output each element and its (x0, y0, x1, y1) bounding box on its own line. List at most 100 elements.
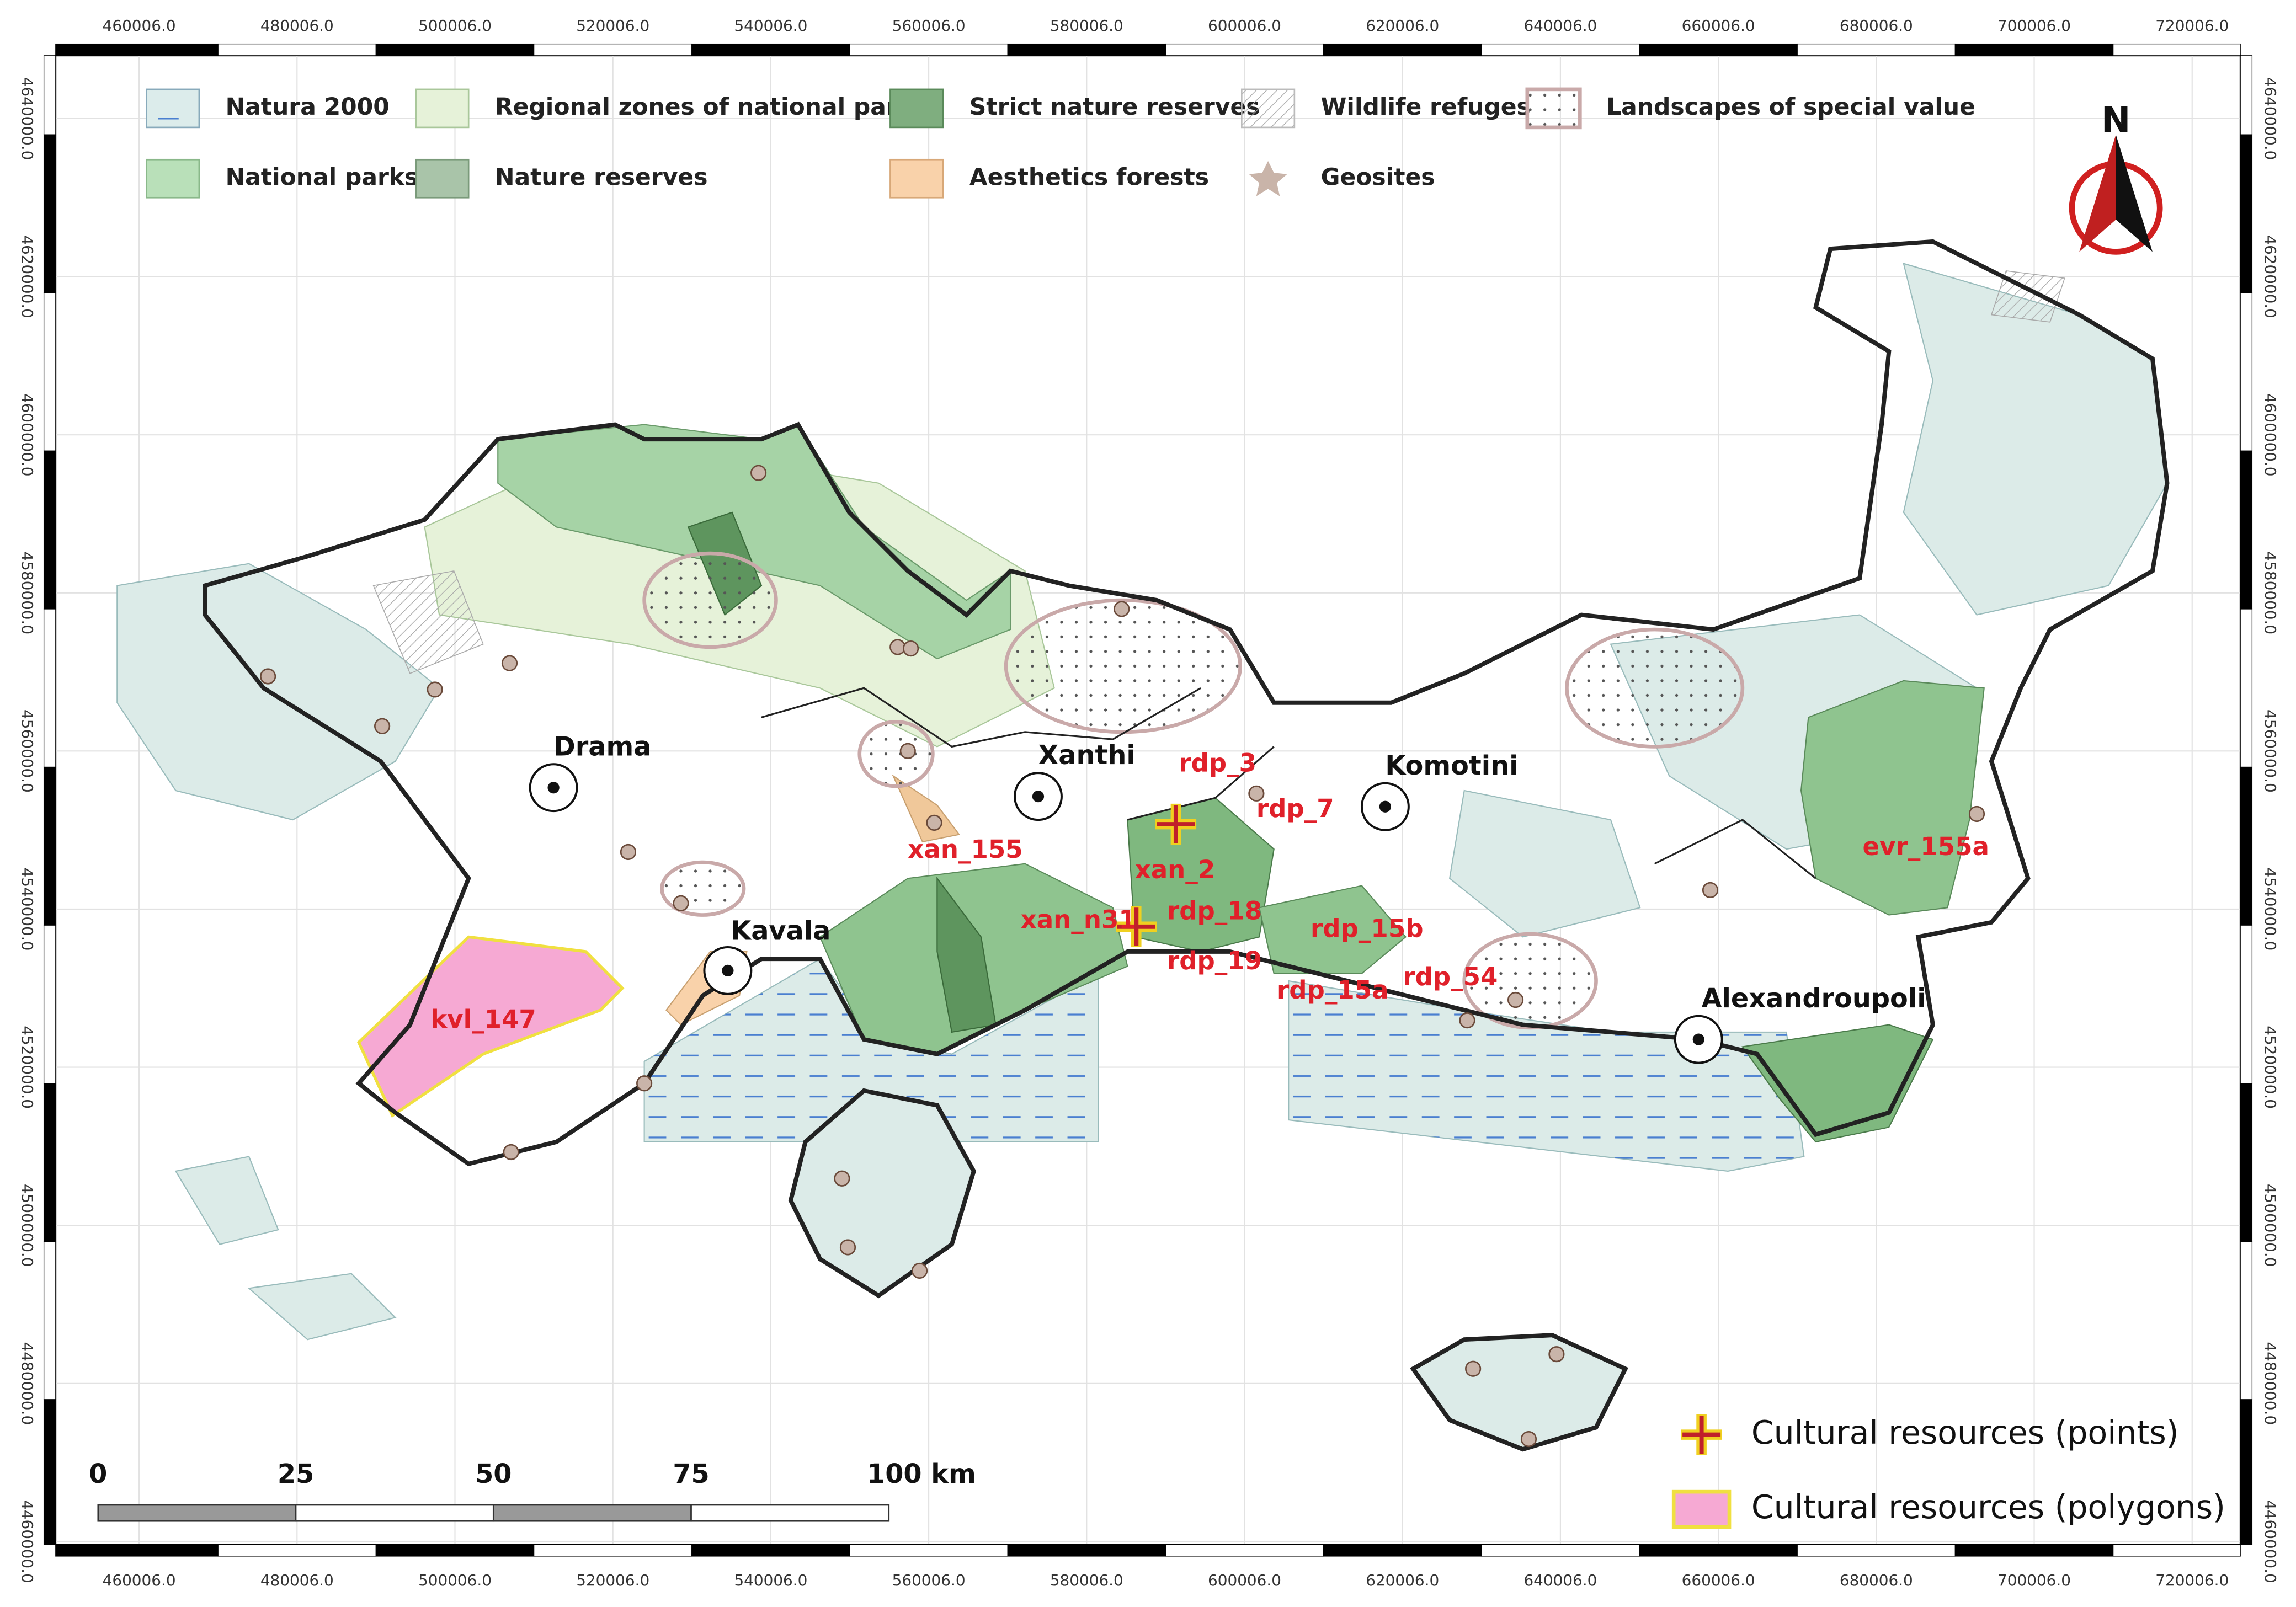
geosite (503, 1144, 519, 1161)
y-tick-label: 4580000.0 (18, 551, 36, 634)
x-tick-label: 720006.0 (2155, 17, 2229, 35)
city-label: Drama (553, 732, 651, 762)
landscape-special (642, 551, 778, 649)
legend-label: Nature reserves (495, 164, 708, 191)
frame-bar (1797, 1544, 1956, 1557)
geosite (427, 681, 443, 698)
frame-bar (43, 925, 56, 1084)
y-tick-label: 4560000.0 (2261, 709, 2279, 793)
landscape-special (857, 719, 935, 788)
legend-label: Regional zones of national parks (495, 94, 927, 121)
x-tick-label: 520006.0 (576, 17, 649, 35)
city-marker (722, 964, 734, 977)
frame-bar (43, 1083, 56, 1242)
wildlife-refuge (1990, 270, 2065, 323)
geosite (1702, 882, 1719, 899)
x-tick-label: 580006.0 (1050, 17, 1123, 35)
site-label: rdp_18 (1167, 896, 1262, 926)
north-arrow (2116, 135, 2153, 252)
national-park (1800, 680, 1985, 916)
x-tick-label: 620006.0 (1366, 17, 1439, 35)
frame-bar (55, 1544, 219, 1557)
city-marker (1692, 1033, 1704, 1045)
geosite (926, 814, 942, 831)
geosite (1465, 1360, 1482, 1377)
legend-swatch (415, 88, 470, 129)
x-tick-label: 640006.0 (1523, 1571, 1597, 1589)
x-tick-label: 700006.0 (1997, 17, 2071, 35)
north-arrow (2079, 135, 2116, 252)
north-label: N (2101, 100, 2130, 141)
frame-bar (2240, 1399, 2253, 1545)
geosite (673, 895, 689, 911)
y-tick-label: 4460000.0 (2261, 1500, 2279, 1583)
city-marker (547, 782, 560, 794)
x-tick-label: 480006.0 (260, 1571, 334, 1589)
legend-label: Natura 2000 (226, 94, 390, 121)
site-label: rdp_19 (1167, 946, 1262, 975)
scale-label: 75 (673, 1459, 709, 1489)
geosite (1459, 1012, 1475, 1029)
x-tick-label: 680006.0 (1840, 1571, 1913, 1589)
legend-swatch (1241, 88, 1296, 129)
frame-bar (1165, 43, 1324, 56)
site-label: evr_155a (1863, 832, 1989, 861)
geosite (1248, 785, 1265, 802)
legend-label: Wildlife refuges (1321, 94, 1531, 121)
legend-label: Geosites (1321, 164, 1435, 191)
frame-bar (43, 292, 56, 452)
cultural-point (1682, 1416, 1721, 1454)
y-tick-label: 4500000.0 (2261, 1184, 2279, 1267)
geosite (620, 843, 637, 861)
frame-bar (1481, 43, 1640, 56)
frame-bar (43, 1241, 56, 1400)
frame-bar (1954, 1544, 2114, 1557)
geosite (903, 640, 919, 657)
frame-bar (2240, 55, 2253, 135)
x-tick-label: 620006.0 (1366, 1571, 1439, 1589)
x-tick-label: 600006.0 (1208, 1571, 1281, 1589)
city-label: Alexandroupoli (1702, 984, 1926, 1014)
frame-bar (2240, 134, 2253, 293)
x-tick-label: 700006.0 (1997, 1571, 2071, 1589)
x-tick-label: 460006.0 (103, 17, 176, 35)
site-label: xan_2 (1135, 855, 1216, 884)
cultural-point (1157, 805, 1195, 843)
site-label: rdp_7 (1256, 794, 1334, 823)
frame-bar (375, 1544, 535, 1557)
y-tick-label: 4520000.0 (2261, 1026, 2279, 1109)
x-tick-label: 580006.0 (1050, 1571, 1123, 1589)
frame-bar (849, 43, 1008, 56)
y-tick-label: 4600000.0 (2261, 393, 2279, 477)
frame-bar (1954, 43, 2114, 56)
legend-swatch (889, 88, 944, 129)
geosite (1548, 1346, 1565, 1363)
x-tick-label: 660006.0 (1682, 17, 1755, 35)
x-tick-label: 480006.0 (260, 17, 334, 35)
frame-bar (2240, 925, 2253, 1084)
prefecture-boundary (761, 687, 1816, 879)
cultural-legend-label: Cultural resources (points) (1751, 1414, 2179, 1451)
y-tick-label: 4540000.0 (18, 868, 36, 951)
island-thasos (788, 1088, 977, 1299)
frame-bar (849, 1544, 1008, 1557)
site-label: xan_n31 (1021, 905, 1136, 934)
x-tick-label: 640006.0 (1523, 17, 1597, 35)
scale-segment (97, 1504, 297, 1522)
geosite (636, 1075, 653, 1092)
scale-label: 50 (475, 1459, 512, 1489)
x-tick-label: 540006.0 (734, 17, 807, 35)
frame-bar (1007, 1544, 1166, 1557)
cultural-polygon (356, 935, 625, 1118)
geosite (834, 1170, 850, 1187)
legend-swatch (415, 158, 470, 199)
y-tick-label: 4600000.0 (18, 393, 36, 477)
site-label: rdp_15a (1277, 975, 1389, 1005)
scale-label: 25 (278, 1459, 314, 1489)
y-tick-label: 4620000.0 (2261, 235, 2279, 318)
geosite (911, 1262, 928, 1279)
frame-bar (2112, 1544, 2241, 1557)
city-marker (1379, 800, 1392, 813)
